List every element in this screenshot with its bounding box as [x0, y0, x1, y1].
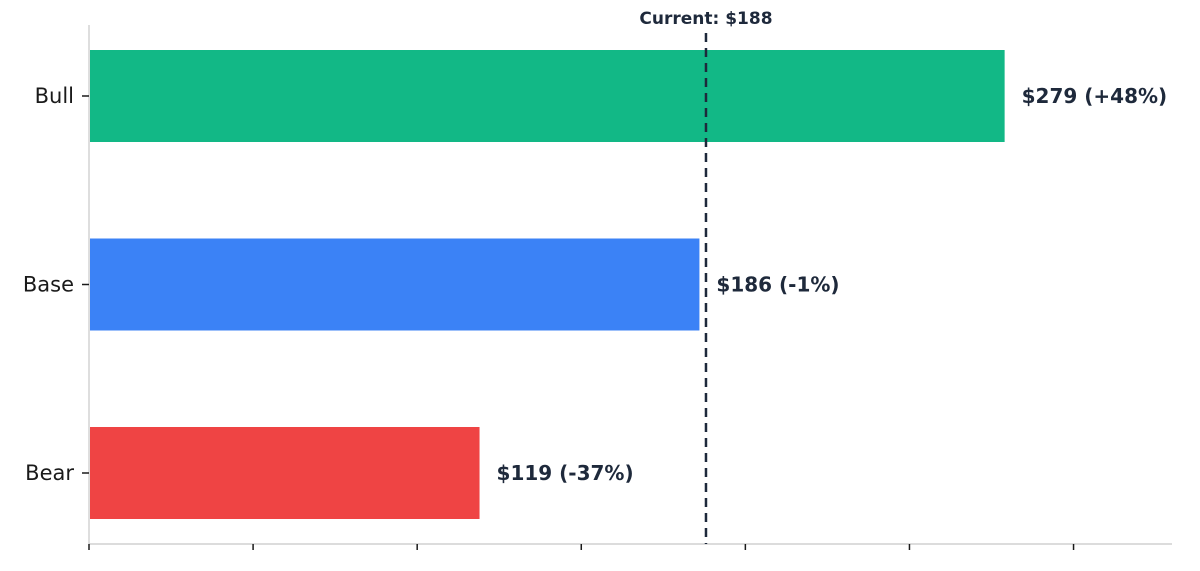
axes-layer [82, 25, 1172, 550]
bar-base [90, 238, 700, 331]
category-label-bull: Bull [35, 84, 74, 108]
bar-bull [90, 50, 1005, 142]
value-label-bull: $279 (+48%) [1022, 84, 1168, 108]
category-label-base: Base [23, 273, 74, 297]
reference-layer: Current: $188 [639, 9, 773, 544]
current-price-label: Current: $188 [639, 9, 772, 29]
bars-layer [90, 50, 1005, 519]
category-label-bear: Bear [25, 461, 74, 485]
value-label-base: $186 (-1%) [716, 273, 839, 297]
labels-layer: Bull $279 (+48%) Base $186 (-1%) Bear $119 (-… [23, 84, 1167, 485]
bar-bear [90, 427, 480, 519]
value-label-bear: $119 (-37%) [497, 461, 634, 485]
